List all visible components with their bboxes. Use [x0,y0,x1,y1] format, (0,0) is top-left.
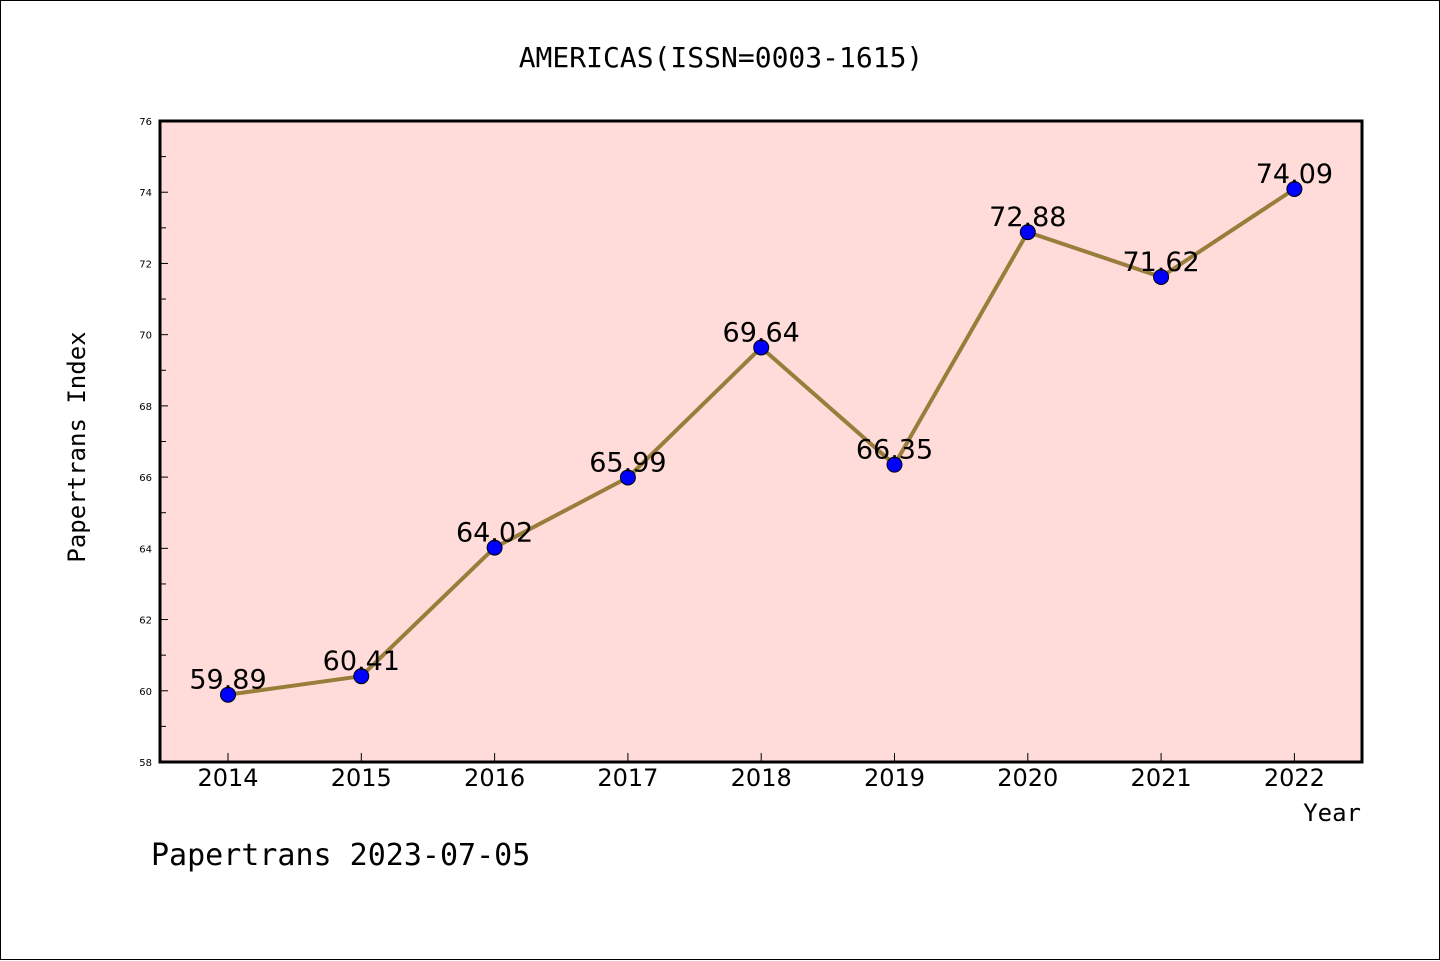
x-tick-label: 2015 [331,764,392,792]
chart-title: AMERICAS(ISSN=0003-1615) [519,41,924,74]
data-point [1286,181,1303,198]
data-label: 60.41 [323,646,400,677]
data-label: 74.09 [1256,159,1333,190]
footer-credit: Papertrans 2023-07-05 [151,838,530,873]
y-tick-label: 60 [139,687,152,698]
y-tick-label: 62 [139,616,152,627]
y-tick-label: 76 [139,117,152,128]
x-tick-label: 2016 [464,764,525,792]
series-markers [220,181,1303,703]
data-point [1153,268,1170,285]
y-tick-label: 68 [139,402,152,413]
data-point [619,469,636,486]
y-tick-label: 72 [139,259,152,270]
data-label: 71.62 [1122,247,1199,278]
data-label: 69.64 [723,317,800,348]
data-label: 66.35 [856,435,933,466]
x-tick-label: 2022 [1264,764,1325,792]
data-label: 65.99 [589,447,666,478]
x-axis: 2014 2015 2016 2017 2018 2019 2020 2021 2022 [197,753,1325,792]
x-tick-label: 2017 [597,764,658,792]
data-point [353,668,370,685]
y-tick-label: 66 [139,473,152,484]
data-point [220,686,236,703]
data-labels: 59.89 60.41 64.02 65.99 69.64 66.35 72.88 71.62… [189,159,1333,696]
data-point [753,339,770,356]
y-tick-label: 70 [139,331,152,342]
data-label: 59.89 [189,665,266,696]
x-axis-label: Year [1303,799,1361,827]
x-tick-label: 2014 [197,764,258,792]
x-tick-label: 2018 [731,764,792,792]
data-point [886,456,903,473]
y-tick-label: 74 [139,188,152,199]
x-tick-label: 2019 [864,764,925,792]
y-axis: 58 60 62 64 66 68 70 72 74 76 [139,117,168,769]
x-tick-label: 2020 [997,764,1058,792]
plot-area [158,119,1364,764]
y-tick-label: 58 [139,758,152,769]
y-axis-label: Papertrans Index [63,331,91,562]
x-tick-label: 2021 [1131,764,1192,792]
y-tick-label: 64 [139,544,152,555]
data-label: 64.02 [456,518,533,549]
data-point [1019,224,1036,241]
data-label: 72.88 [989,202,1066,233]
data-point [486,539,503,556]
